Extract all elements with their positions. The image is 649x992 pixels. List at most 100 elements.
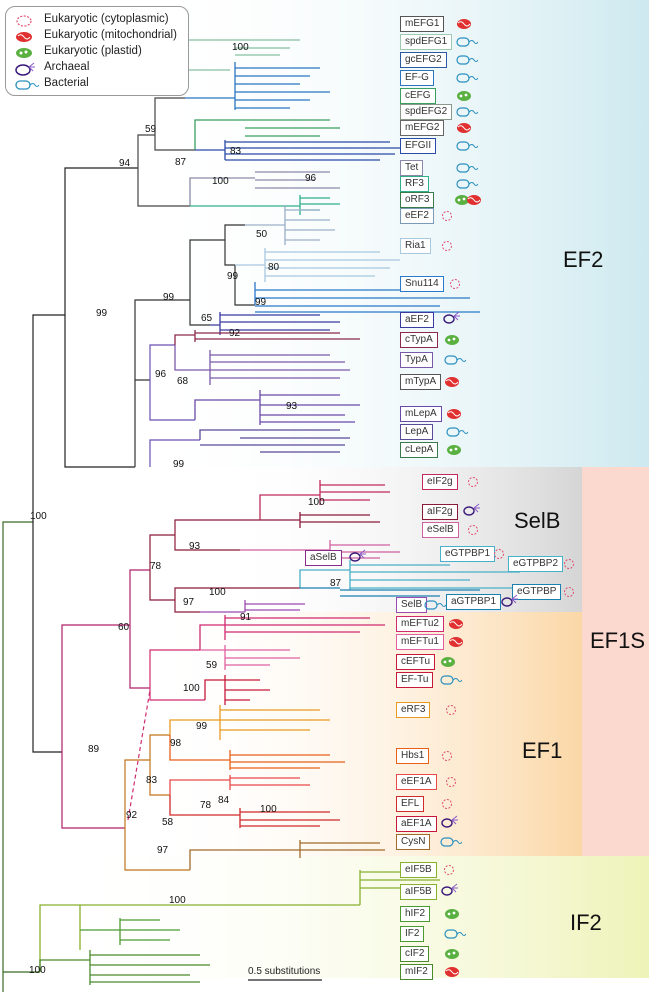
bacterium-icon xyxy=(446,427,468,437)
cytoplasmic-icon xyxy=(442,241,452,251)
bootstrap-value: 83 xyxy=(230,146,242,157)
bootstrap-value: 99 xyxy=(163,292,175,303)
label-selb: SelB xyxy=(396,597,428,613)
label-clepa: cLepA xyxy=(400,442,439,458)
bacterium-icon xyxy=(456,107,478,117)
bootstrap-value: 78 xyxy=(150,561,162,572)
label-meftu2: mEFTu2 xyxy=(396,616,444,632)
bootstrap-value: 100 xyxy=(30,511,47,522)
mitochondrion-icon xyxy=(457,19,471,29)
label-eef1a: eEF1A xyxy=(396,774,437,790)
bootstrap-value: 50 xyxy=(256,229,268,240)
archaeon-icon xyxy=(441,883,458,896)
cytoplasmic-icon xyxy=(446,777,456,787)
plastid-icon xyxy=(445,335,459,345)
label-agtpbp1: aGTPBP1 xyxy=(446,594,502,610)
cytoplasmic-icon xyxy=(442,799,452,809)
bootstrap-value: 100 xyxy=(212,176,229,187)
bootstrap-value: 93 xyxy=(189,541,201,552)
bacterium-icon xyxy=(15,80,40,90)
plastid-icon xyxy=(441,657,455,667)
archaeon-icon xyxy=(443,311,460,324)
branch-efg xyxy=(137,97,195,207)
label-snu114: Snu114 xyxy=(400,276,444,292)
legend-bacterial: Bacterial xyxy=(15,77,89,90)
label-aif2g: aIF2g xyxy=(422,504,458,520)
plastid-icon xyxy=(447,445,461,455)
label-spdefg1: spdEFG1 xyxy=(400,34,453,50)
bootstrap-value: 87 xyxy=(330,578,342,589)
plastid-icon xyxy=(445,909,459,919)
label-aef2: aEF2 xyxy=(400,312,434,328)
mitochondrion-icon xyxy=(467,195,481,205)
archaeon-icon xyxy=(349,549,366,562)
label-aef1a: aEF1A xyxy=(396,816,437,832)
group-ef2: EF2 xyxy=(563,247,604,272)
bootstrap-value: 99 xyxy=(255,297,267,308)
ef1-band xyxy=(150,612,582,856)
label-egtpbp: eGTPBP xyxy=(512,584,562,600)
bootstrap-value: 100 xyxy=(260,804,277,815)
label-gcefg2: gcEFG2 xyxy=(400,52,447,68)
bootstrap-value: 87 xyxy=(175,157,187,168)
if2-band xyxy=(60,856,649,978)
bootstrap-value: 89 xyxy=(88,744,100,755)
plastid-icon xyxy=(457,91,471,101)
branch-typa-lepa xyxy=(149,344,200,467)
legend-plastid-label: Eukaryotic (plastid) xyxy=(44,45,142,57)
bootstrap-value: 68 xyxy=(177,376,189,387)
branch-ef1 xyxy=(124,734,190,871)
label-aselb: aSelB xyxy=(305,550,342,566)
bootstrap-value: 94 xyxy=(119,158,131,169)
cytoplasmic-icon xyxy=(16,15,32,27)
bootstrap-value: 93 xyxy=(286,401,298,412)
label-efl: EFL xyxy=(396,796,425,812)
bacterium-icon xyxy=(444,929,466,939)
bacterium-icon xyxy=(456,73,478,83)
bootstrap-value: 99 xyxy=(173,459,185,470)
label-eif2g: eIF2g xyxy=(422,474,458,490)
bacterium-icon xyxy=(456,141,478,151)
legend-plastid: Eukaryotic (plastid) xyxy=(16,45,142,58)
cytoplasmic-icon xyxy=(468,477,478,487)
mitochondrion-icon xyxy=(445,377,459,387)
cytoplasmic-icon xyxy=(564,587,574,597)
mitochondrion-icon xyxy=(449,619,463,629)
cytoplasmic-icon xyxy=(494,549,504,559)
bootstrap-value: 100 xyxy=(308,497,325,508)
mitochondrion-icon xyxy=(457,123,471,133)
bootstrap-value: 100 xyxy=(29,965,46,976)
cytoplasmic-icon xyxy=(564,559,574,569)
root-branch xyxy=(2,521,40,992)
label-ef-tu: EF-Tu xyxy=(396,672,434,688)
bacterium-icon xyxy=(424,600,446,610)
group-selb: SelB xyxy=(514,508,561,533)
bootstrap-value: 100 xyxy=(209,587,226,598)
branch-ef1s xyxy=(61,569,150,829)
bacterium-icon xyxy=(440,837,462,847)
bacterium-icon xyxy=(444,355,466,365)
bootstrap-value: 99 xyxy=(196,721,208,732)
archaeon-icon xyxy=(501,594,518,607)
label-erf3: eRF3 xyxy=(396,702,431,718)
legend: Eukaryotic (cytoplasmic) Eukaryotic (mit… xyxy=(5,6,189,96)
bootstrap-value: 59 xyxy=(206,660,218,671)
archaeon-icon xyxy=(441,815,458,828)
bootstrap-value: 60 xyxy=(118,622,130,633)
label-meftu1: mEFTu1 xyxy=(396,634,444,650)
cytoplasmic-icon xyxy=(468,525,478,535)
label-orf3: oRF3 xyxy=(400,192,435,208)
label-mefg1: mEFG1 xyxy=(400,16,445,32)
label-cefg: cEFG xyxy=(400,88,436,104)
cytoplasmic-icon xyxy=(442,751,452,761)
label-typa: TypA xyxy=(400,352,433,368)
bootstrap-value: 80 xyxy=(268,262,280,273)
legend-bacterial-label: Bacterial xyxy=(44,77,89,89)
bootstrap-value: 99 xyxy=(227,271,239,282)
label-egtpbp2: eGTPBP2 xyxy=(508,556,564,572)
scale-bar-label: 0.5 substitutions xyxy=(248,966,321,977)
label-hif2: hIF2 xyxy=(400,906,431,922)
label-cif2: cIF2 xyxy=(400,946,430,962)
archaeon-icon xyxy=(15,62,35,76)
